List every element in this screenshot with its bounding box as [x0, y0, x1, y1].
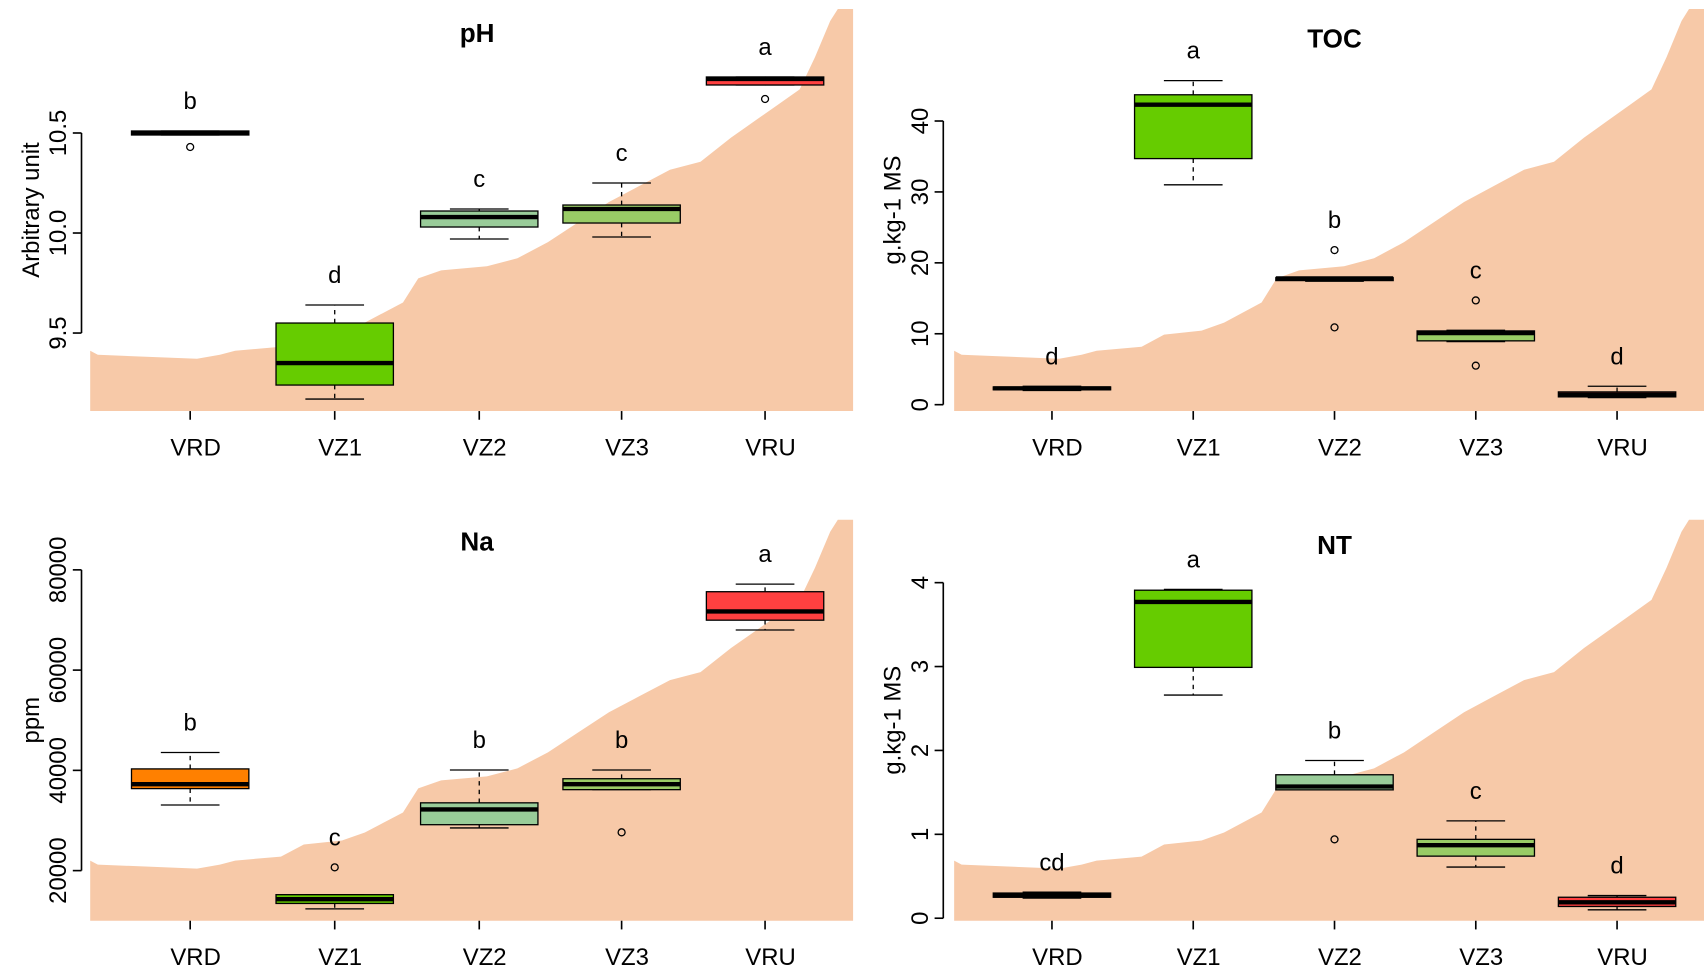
x-tick-label: VZ3	[1459, 944, 1503, 971]
panel-title: Na	[460, 527, 494, 557]
y-tick-label: 4	[907, 576, 934, 589]
x-tick-label: VRD	[1032, 944, 1082, 971]
y-tick-label: 20000	[45, 837, 72, 903]
x-tick-label: VRD	[170, 944, 220, 971]
box	[419, 802, 539, 826]
group-letter: b	[615, 727, 628, 754]
panel-title: TOC	[1307, 23, 1362, 53]
outlier	[1330, 835, 1339, 844]
group-letter: c	[473, 166, 485, 193]
y-tick-label: 0	[907, 398, 934, 411]
background-profile	[954, 519, 1704, 921]
group-letter: a	[1187, 546, 1201, 573]
group-letter: b	[473, 727, 486, 754]
background-profile	[90, 519, 854, 921]
group-letter: b	[184, 710, 197, 737]
x-tick-label: VZ2	[463, 944, 507, 971]
outlier	[186, 142, 195, 152]
group-letter: d	[328, 262, 341, 289]
x-tick-label: VRU	[745, 434, 795, 461]
panel-title: NT	[1317, 530, 1352, 560]
x-tick-label: VZ1	[1177, 944, 1221, 971]
y-tick-label: 10	[907, 320, 934, 347]
x-tick-label: VRU	[745, 944, 795, 971]
group-letter: c	[1470, 778, 1482, 805]
y-tick-label: 40000	[45, 737, 72, 803]
group-letter: a	[1187, 38, 1201, 65]
group-letter: d	[1610, 343, 1623, 370]
outlier	[330, 863, 339, 872]
y-tick-label: 10.5	[45, 110, 72, 157]
box	[705, 591, 825, 621]
y-tick-label: 1	[907, 828, 934, 841]
y-axis-label: g.kg-1 MS	[880, 156, 907, 265]
outlier	[1471, 361, 1480, 370]
x-tick-label: VZ1	[1177, 434, 1221, 461]
box	[1416, 838, 1536, 857]
y-tick-label: 80000	[45, 537, 72, 603]
y-tick-label: 20	[907, 250, 934, 277]
outlier	[617, 828, 626, 837]
x-tick-label: VRU	[1597, 944, 1647, 971]
group-letter: c	[329, 824, 341, 851]
x-tick-label: VZ3	[605, 944, 649, 971]
y-tick-label: 2	[907, 744, 934, 757]
background-profile	[954, 8, 1704, 412]
background-profile	[90, 8, 854, 412]
x-tick-label: VZ3	[1459, 434, 1503, 461]
x-tick-label: VZ1	[318, 944, 362, 971]
panel-title: pH	[460, 18, 495, 48]
group-letter: b	[1328, 718, 1341, 745]
group-letter: c	[1470, 257, 1482, 284]
y-axis-label: g.kg-1 MS	[880, 666, 907, 775]
group-letter: d	[1045, 343, 1058, 370]
x-tick-label: VZ2	[463, 434, 507, 461]
y-tick-label: 40	[907, 108, 934, 135]
group-letter: cd	[1039, 849, 1064, 876]
group-letter: c	[616, 140, 628, 167]
group-letter: a	[758, 34, 772, 61]
outlier	[760, 94, 770, 104]
x-tick-label: VZ3	[605, 434, 649, 461]
x-tick-label: VRU	[1597, 434, 1647, 461]
x-tick-label: VZ2	[1318, 434, 1362, 461]
y-tick-label: 0	[907, 912, 934, 925]
x-tick-label: VZ2	[1318, 944, 1362, 971]
y-tick-label: 3	[907, 660, 934, 673]
outlier	[1330, 245, 1339, 255]
y-axis-label: ppm	[18, 697, 45, 743]
y-tick-label: 10.0	[45, 210, 72, 256]
x-tick-label: VZ1	[318, 434, 362, 461]
group-letter: a	[758, 541, 772, 568]
x-tick-label: VRD	[1032, 434, 1082, 461]
y-axis-label: Arbitrary unit	[18, 142, 45, 278]
x-tick-label: VRD	[170, 434, 220, 461]
y-tick-label: 30	[907, 179, 934, 206]
group-letter: d	[1610, 853, 1623, 880]
group-letter: b	[184, 88, 197, 115]
box	[275, 322, 395, 386]
group-letter: b	[1328, 207, 1341, 234]
y-tick-label: 60000	[45, 637, 72, 703]
y-tick-label: 9.5	[45, 316, 72, 349]
outlier	[1330, 323, 1339, 332]
outlier	[1471, 296, 1480, 305]
